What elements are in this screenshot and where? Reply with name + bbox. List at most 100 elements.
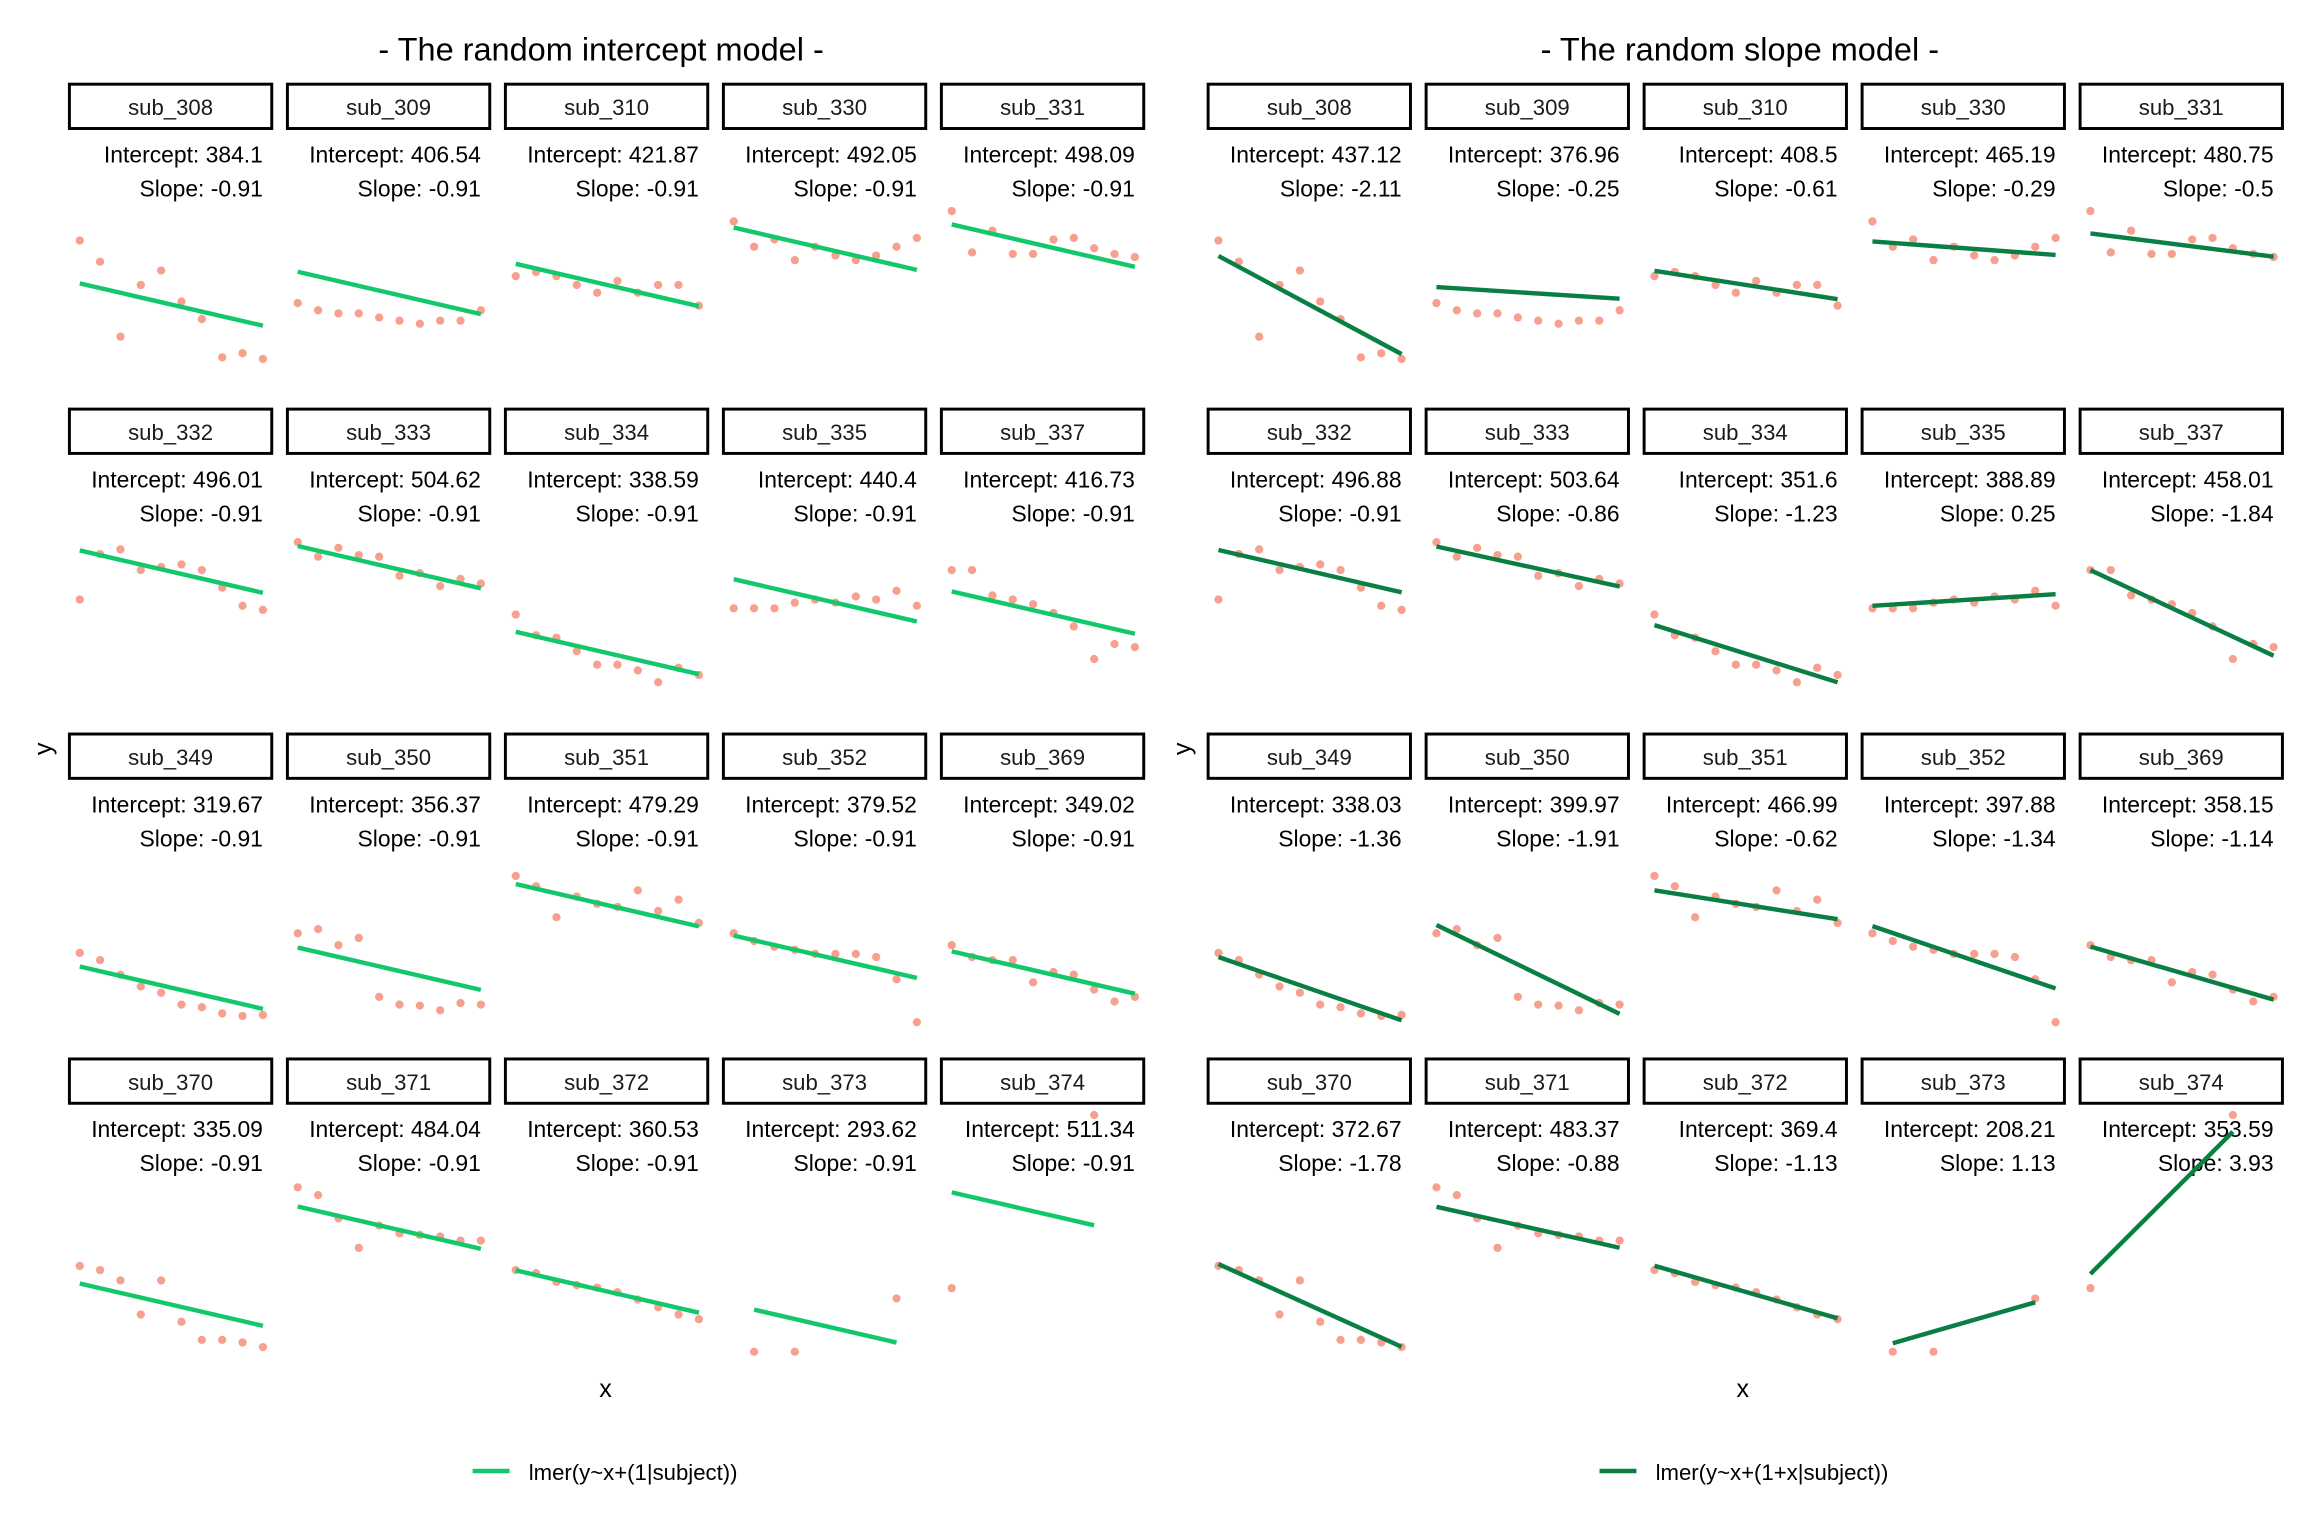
fit-line [733,933,918,981]
data-point [436,581,445,591]
facet-panel-sub_371: sub_371 Intercept: 484.04 Slope: -0.91 [285,1057,492,1252]
intercept-annotation: Intercept: 498.09 [963,141,1135,167]
facet-panel-sub_351: sub_351 Intercept: 479.29 Slope: -0.91 [503,732,710,929]
data-point [1574,316,1584,325]
facet-strip [285,82,492,130]
intercept-annotation: Intercept: 416.73 [963,466,1135,492]
data-point [2208,233,2217,243]
data-point [313,552,323,561]
facet-strip-label: sub_352 [782,745,867,770]
data-point [1595,316,1604,325]
facet-strip [503,407,710,455]
data-point [1615,1000,1624,1009]
legend: lmer(y~x+(1|subject)) [472,1460,738,1485]
data-point [1473,309,1482,318]
data-point [1534,1000,1543,1009]
data-point [238,1338,247,1347]
data-point [1868,217,1877,226]
facet-panel-sub_373: sub_373 Intercept: 208.21 Slope: 1.13 [1860,1057,2066,1356]
facet-strip-label: sub_371 [346,1070,431,1095]
data-point [375,552,384,561]
data-point [1473,543,1482,553]
facet-panel-sub_333: sub_333 Intercept: 504.62 Slope: -0.91 [285,407,492,591]
facet-strip [1206,82,1412,130]
facet-panel-sub_332: sub_332 Intercept: 496.88 Slope: -0.91 [1206,407,1412,615]
slope-annotation: Slope: -0.91 [794,825,917,851]
data-point [95,1265,105,1275]
slope-annotation: Slope: -0.25 [1496,175,1619,201]
data-point [1493,309,1502,318]
data-point [415,319,424,328]
data-point [1397,605,1406,615]
data-point [1574,1006,1584,1015]
data-point [293,298,302,308]
facet-strip-label: sub_310 [564,95,649,120]
data-point [2031,242,2040,251]
facet-strip [939,732,1146,780]
data-point [1888,936,1897,946]
data-point [157,266,166,275]
facet-panel-sub_370: sub_370 Intercept: 372.67 Slope: -1.78 [1206,1057,1412,1352]
fit-line [515,261,700,309]
data-point [1731,660,1740,669]
fit-line [515,881,700,929]
facet-strip-label: sub_373 [782,1070,867,1095]
data-point [1356,353,1366,362]
data-point [136,1310,145,1319]
intercept-annotation: Intercept: 480.75 [2102,141,2274,167]
data-point [1336,565,1345,575]
intercept-annotation: Intercept: 504.62 [309,466,481,492]
facet-strip [1642,1057,1848,1105]
data-point [197,314,206,324]
data-point [1650,871,1659,881]
data-point [1813,280,1822,290]
facet-panel-sub_372: sub_372 Intercept: 360.53 Slope: -0.91 [503,1057,710,1324]
facet-strip [939,407,1146,455]
data-point [197,1003,206,1012]
data-point [892,242,901,251]
data-point [2051,1018,2060,1027]
data-point [1069,233,1078,243]
facet-strip [2078,407,2284,455]
facet-strip-label: sub_335 [1921,420,2006,445]
facet-strip-label: sub_331 [1000,95,1085,120]
facet-panel-sub_349: sub_349 Intercept: 338.03 Slope: -1.36 [1206,732,1412,1023]
data-point [912,1018,922,1027]
data-point [1130,252,1140,262]
data-point [218,353,227,362]
facet-strip [1424,407,1630,455]
data-point [593,660,602,669]
data-point [238,349,247,358]
legend: lmer(y~x+(1+x|subject)) [1599,1460,1888,1485]
fit-line [1217,254,1403,357]
data-point [1090,654,1099,664]
fit-line [1653,622,1839,685]
data-point [1275,565,1284,575]
intercept-annotation: Intercept: 351.6 [1679,466,1838,492]
facet-strip-label: sub_374 [1000,1070,1085,1095]
slope-annotation: Slope: -0.91 [358,1150,481,1176]
facet-panel-sub_337: sub_337 Intercept: 416.73 Slope: -0.91 [939,407,1146,664]
facet-panel-sub_372: sub_372 Intercept: 369.4 Slope: -1.13 [1642,1057,1848,1324]
slope-annotation: Slope: -0.91 [1012,825,1135,851]
slope-annotation: Slope: -1.84 [2150,500,2274,526]
facet-panel-sub_373: sub_373 Intercept: 293.62 Slope: -0.91 [721,1057,928,1356]
facet-panel-sub_337: sub_337 Intercept: 458.01 Slope: -1.84 [2078,407,2284,664]
data-point [633,886,642,895]
data-point [1377,349,1386,358]
data-point [572,647,581,656]
fit-line [515,1268,700,1315]
facet-strip-label: sub_372 [564,1070,649,1095]
intercept-annotation: Intercept: 465.19 [1884,141,2056,167]
intercept-annotation: Intercept: 496.01 [91,466,263,492]
slope-annotation: Slope: 3.93 [2158,1150,2274,1176]
data-point [1833,301,1842,310]
data-point [95,257,105,266]
intercept-annotation: Intercept: 379.52 [745,791,917,817]
facet-panel-sub_310: sub_310 Intercept: 408.5 Slope: -0.61 [1642,82,1848,310]
facet-strip-label: sub_330 [1921,95,2006,120]
data-point [2031,586,2040,595]
slope-annotation: Slope: -2.11 [1280,175,1402,201]
data-point [1452,306,1461,315]
data-point [1452,924,1461,934]
